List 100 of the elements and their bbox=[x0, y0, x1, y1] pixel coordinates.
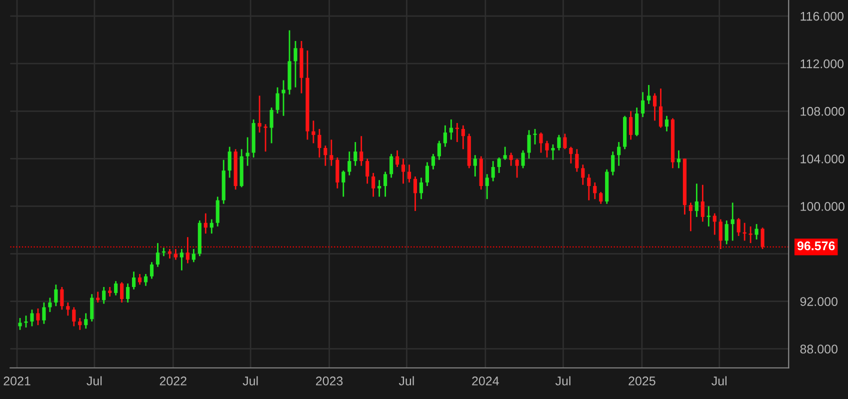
candlestick bbox=[617, 141, 621, 167]
candlestick bbox=[84, 312, 88, 330]
candlestick bbox=[473, 154, 477, 178]
candlestick bbox=[246, 136, 250, 167]
candlestick bbox=[640, 91, 645, 118]
candlestick bbox=[60, 286, 64, 310]
x-tick-label: 2022 bbox=[160, 376, 186, 386]
candlestick bbox=[90, 293, 94, 322]
candlestick bbox=[724, 220, 728, 245]
candlestick bbox=[264, 124, 268, 152]
candlestick bbox=[413, 176, 418, 212]
candlestick bbox=[24, 314, 28, 328]
candlestick bbox=[330, 138, 334, 167]
candlestick bbox=[497, 156, 501, 174]
y-tick-label: 92.000 bbox=[800, 297, 838, 306]
y-tick-label: 116.000 bbox=[800, 12, 844, 21]
candlestick bbox=[646, 84, 651, 105]
ref-line-label: 96.576 bbox=[797, 241, 835, 250]
candlestick bbox=[425, 162, 430, 187]
y-tick-label: 112.000 bbox=[800, 59, 844, 68]
candlestick bbox=[174, 248, 178, 260]
candlestick bbox=[736, 217, 740, 237]
x-tick-label: 2021 bbox=[4, 376, 30, 386]
candlestick bbox=[593, 182, 597, 200]
candlestick bbox=[258, 94, 262, 134]
candlestick bbox=[180, 248, 184, 272]
x-tick-label: Jul bbox=[86, 376, 102, 386]
candlestick bbox=[72, 306, 76, 327]
candlestick bbox=[706, 206, 710, 228]
candlestick bbox=[228, 146, 232, 178]
candlestick bbox=[401, 158, 406, 184]
candlestick bbox=[539, 132, 543, 154]
x-tick-label: Jul bbox=[712, 376, 726, 386]
candlestick bbox=[294, 40, 298, 88]
candlestick bbox=[664, 115, 669, 132]
candlestick bbox=[276, 86, 280, 114]
candlestick bbox=[156, 242, 160, 268]
candlestick bbox=[138, 273, 142, 286]
candlestick bbox=[587, 173, 591, 201]
candlestick bbox=[676, 150, 681, 169]
candlestick bbox=[378, 179, 382, 198]
candlestick bbox=[581, 164, 585, 186]
candlestick bbox=[599, 191, 603, 205]
candlestick bbox=[144, 273, 148, 287]
candlestick bbox=[389, 153, 394, 178]
candlestick bbox=[443, 124, 447, 148]
candlestick bbox=[718, 218, 722, 250]
candlestick bbox=[42, 302, 46, 325]
candlestick bbox=[515, 158, 519, 178]
candlestick bbox=[563, 133, 567, 150]
candlestick bbox=[569, 146, 573, 164]
candlestick bbox=[48, 297, 52, 313]
candlestick bbox=[312, 120, 316, 144]
candlestick bbox=[54, 284, 58, 307]
candlestick bbox=[754, 223, 758, 240]
candlestick bbox=[132, 270, 136, 290]
candlestick bbox=[694, 182, 698, 218]
x-tick-label: 2024 bbox=[472, 376, 499, 386]
y-tick-label: 88.000 bbox=[800, 344, 838, 354]
candlestick bbox=[557, 134, 561, 152]
y-tick-label: 100.000 bbox=[800, 202, 844, 211]
y-tick-label: 104.000 bbox=[800, 154, 844, 164]
x-tick-label: 2023 bbox=[316, 376, 343, 386]
candlestick bbox=[730, 202, 734, 242]
candlestick bbox=[36, 308, 40, 326]
candlestick bbox=[658, 88, 663, 128]
candlestick bbox=[461, 124, 465, 150]
candlestick bbox=[407, 164, 412, 184]
candlestick bbox=[342, 170, 346, 198]
candlestick bbox=[126, 282, 130, 304]
candlestick bbox=[168, 248, 172, 260]
candlestick bbox=[66, 302, 70, 316]
candlestick bbox=[216, 196, 220, 228]
candlestick bbox=[270, 106, 274, 144]
candlestick bbox=[575, 148, 579, 172]
candlestick bbox=[545, 140, 549, 158]
candlestick bbox=[348, 150, 352, 176]
candlestick bbox=[491, 160, 495, 182]
candlestick bbox=[120, 282, 124, 304]
candlestick bbox=[748, 226, 752, 244]
candlestick bbox=[383, 171, 388, 198]
candlestick bbox=[210, 218, 214, 234]
candlestick bbox=[150, 261, 154, 280]
candlestick bbox=[318, 128, 322, 158]
candlestick bbox=[629, 110, 633, 140]
candlestick bbox=[533, 128, 537, 146]
candlestick bbox=[366, 158, 370, 184]
y-tick-label: 108.000 bbox=[800, 106, 844, 116]
candlestick bbox=[431, 153, 435, 170]
candlestick bbox=[102, 286, 106, 304]
candlestick bbox=[551, 144, 555, 161]
candlestick bbox=[652, 92, 657, 122]
candlestick bbox=[688, 202, 692, 232]
candlestick bbox=[324, 144, 328, 167]
candlestick bbox=[108, 286, 112, 298]
candlestick bbox=[611, 150, 615, 176]
candlestick bbox=[204, 212, 208, 234]
x-tick-label: Jul bbox=[398, 376, 414, 386]
candlestick bbox=[186, 236, 190, 264]
candlestick bbox=[395, 150, 400, 168]
